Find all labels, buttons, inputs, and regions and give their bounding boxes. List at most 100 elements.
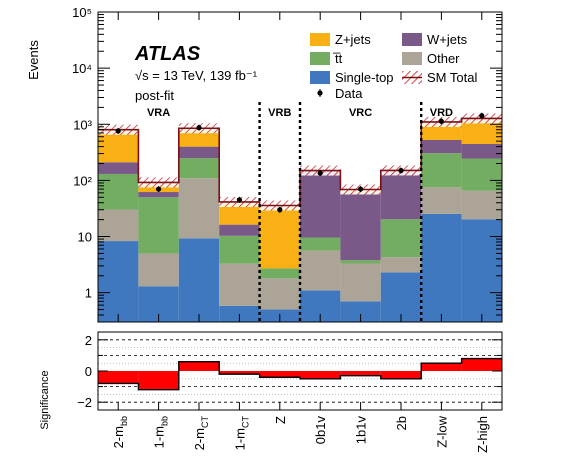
main-frame xyxy=(97,11,503,323)
bar-segment xyxy=(219,263,260,306)
bar-segment xyxy=(98,129,139,163)
significance-bar xyxy=(300,371,341,379)
bar-segment xyxy=(340,263,381,302)
bar-segment xyxy=(461,158,502,191)
x-tick-label-main: 2b xyxy=(394,416,409,430)
significance-bar xyxy=(461,358,502,371)
legend-label: Other xyxy=(427,51,460,66)
bar-segment xyxy=(178,238,220,322)
fit-label: post-fit xyxy=(135,88,174,103)
data-point xyxy=(358,186,364,192)
bar-segment xyxy=(98,209,139,242)
bar-segment xyxy=(340,260,381,264)
significance-bar xyxy=(178,361,220,371)
data-point xyxy=(236,197,242,203)
legend-label: t̅t xyxy=(333,51,343,66)
x-tick-label: Z-high xyxy=(475,416,490,453)
x-tick-label-main: 1-m xyxy=(232,428,247,450)
legend-label: W+jets xyxy=(427,32,468,47)
bar-segment xyxy=(300,237,341,251)
significance-bar xyxy=(98,371,139,384)
bar-segment xyxy=(138,253,179,287)
bar-segment xyxy=(300,250,341,291)
bar-segment xyxy=(138,197,179,254)
bar-segment xyxy=(380,170,422,220)
bar-segment xyxy=(98,173,139,210)
y-tick-label: 10 xyxy=(78,230,92,245)
atlas-label: ATLAS xyxy=(134,43,201,65)
y-tick-label: 10³ xyxy=(73,117,92,132)
text-layer: Events ATLAS √s = 13 TeV, 139 fb⁻¹ post-… xyxy=(26,40,258,430)
region-label: VRD xyxy=(430,107,453,119)
bar-segment xyxy=(380,272,422,322)
bar-segment xyxy=(178,146,220,159)
data-point xyxy=(317,170,323,176)
x-tick-label-main: Z-high xyxy=(475,416,490,453)
legend-swatch xyxy=(402,33,422,46)
x-tick-label: 1-mCT xyxy=(232,416,250,451)
y-axis-label: Events xyxy=(26,40,41,80)
x-tick-label: Z-low xyxy=(434,415,449,447)
data-point xyxy=(438,118,444,124)
x-tick-label-main: 2-m xyxy=(111,426,126,448)
region-label: VRC xyxy=(349,107,372,119)
significance-bar xyxy=(219,371,260,375)
x-tick-label: 2b xyxy=(394,416,409,430)
region-label: VRB xyxy=(268,107,291,119)
significance-tick-label: −2 xyxy=(77,395,92,410)
region-label: VRA xyxy=(147,107,170,119)
x-tick-label-main: 1-m xyxy=(152,426,167,448)
significance-bar xyxy=(138,371,179,390)
legend-label: SM Total xyxy=(427,70,477,85)
main-panel: VRA VRB VRC VRD 1 10 10² 10³ 10⁴ 10⁵ Z+jets W+jets t… xyxy=(72,5,503,323)
bar-segment xyxy=(380,257,422,273)
bar-segment xyxy=(219,235,260,264)
x-tick-label-sub: CT xyxy=(200,416,210,428)
x-tick-label-main: Z-low xyxy=(434,415,449,447)
bar-segment xyxy=(421,139,462,154)
bar-segment xyxy=(219,224,260,236)
x-tick-label-sub: bb xyxy=(119,416,129,426)
bar-segment xyxy=(138,192,179,198)
data-point xyxy=(115,128,121,134)
significance-tick-label: 0 xyxy=(85,364,92,379)
significance-tick-label: 2 xyxy=(85,333,92,348)
bar-segment xyxy=(461,143,502,159)
data-point xyxy=(196,125,202,131)
x-tick-label: 2-mCT xyxy=(192,416,210,451)
legend-swatch xyxy=(310,52,330,65)
bar-segment xyxy=(178,158,220,179)
x-tick-label: 2-mbb xyxy=(111,416,129,448)
bar-segment xyxy=(219,305,260,322)
bar-segment xyxy=(300,170,341,238)
bar-segment xyxy=(219,201,260,225)
x-tick-label: Z xyxy=(273,416,288,424)
bar-segment xyxy=(340,193,381,261)
y-tick-label: 10² xyxy=(73,173,92,188)
significance-outline xyxy=(98,357,502,391)
x-tick-label-main: 2-m xyxy=(192,428,207,450)
bar-segment xyxy=(98,241,139,322)
bar-segment xyxy=(380,219,422,258)
bar-segment xyxy=(178,178,220,239)
x-tick-label: 0b1v xyxy=(313,416,328,445)
bar-segment xyxy=(98,162,139,174)
x-tick-label: 1b1v xyxy=(354,416,369,445)
bar-segment xyxy=(259,268,300,279)
x-tick-label-main: 0b1v xyxy=(313,416,328,445)
data-point xyxy=(156,186,162,192)
bar-segment xyxy=(259,278,300,310)
legend-label: Z+jets xyxy=(335,32,371,47)
legend-swatch xyxy=(310,71,330,84)
significance-label: Significance xyxy=(39,370,51,429)
data-point xyxy=(398,167,404,174)
bar-segment xyxy=(340,301,381,322)
bar-segment xyxy=(461,190,502,220)
significance-bar xyxy=(259,371,300,378)
bar-segment xyxy=(259,205,300,269)
significance-bar xyxy=(380,371,422,379)
y-tick-label: 10⁵ xyxy=(72,5,92,20)
legend-label: Data xyxy=(335,86,363,101)
data-point xyxy=(479,113,485,119)
